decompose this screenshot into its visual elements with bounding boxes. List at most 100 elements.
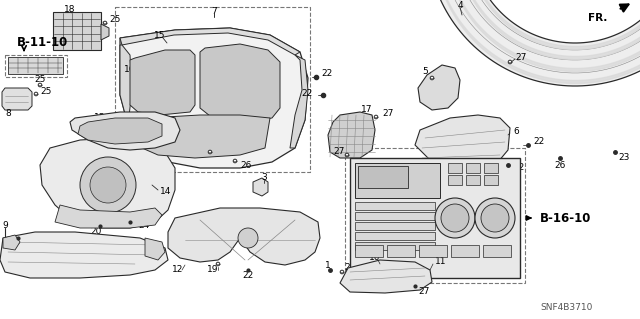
Polygon shape xyxy=(40,138,175,228)
Circle shape xyxy=(340,270,344,274)
Text: 22: 22 xyxy=(513,164,524,173)
Text: 9: 9 xyxy=(2,220,8,229)
Circle shape xyxy=(481,204,509,232)
Polygon shape xyxy=(120,28,300,55)
Polygon shape xyxy=(101,24,109,40)
Text: 5: 5 xyxy=(422,68,428,77)
Bar xyxy=(448,175,462,185)
Polygon shape xyxy=(130,50,195,115)
Bar xyxy=(466,175,480,185)
Bar xyxy=(466,163,480,173)
Text: 2: 2 xyxy=(344,263,349,271)
Polygon shape xyxy=(3,235,20,250)
Circle shape xyxy=(103,21,107,25)
Bar xyxy=(355,245,383,257)
Text: 25: 25 xyxy=(35,76,45,85)
Circle shape xyxy=(38,83,42,87)
Polygon shape xyxy=(145,238,165,260)
Text: B-16-10: B-16-10 xyxy=(540,211,591,225)
Text: 6: 6 xyxy=(513,128,519,137)
Text: 4: 4 xyxy=(457,1,463,10)
Bar xyxy=(419,245,447,257)
Text: 21: 21 xyxy=(215,144,227,152)
Polygon shape xyxy=(350,158,520,278)
Circle shape xyxy=(80,157,136,213)
Bar xyxy=(355,232,435,240)
Text: 25: 25 xyxy=(40,86,51,95)
Circle shape xyxy=(430,76,434,80)
Polygon shape xyxy=(418,65,460,110)
Bar xyxy=(483,245,511,257)
Text: FR.: FR. xyxy=(588,13,608,23)
Text: 27: 27 xyxy=(418,287,429,296)
Circle shape xyxy=(90,167,126,203)
Text: 11: 11 xyxy=(435,257,447,266)
Text: 7: 7 xyxy=(211,6,217,16)
Bar xyxy=(484,163,498,173)
Bar xyxy=(345,148,525,283)
Polygon shape xyxy=(340,260,432,293)
Text: B-11-10: B-11-10 xyxy=(17,35,68,48)
Bar xyxy=(448,163,462,173)
Polygon shape xyxy=(415,115,510,168)
Text: 27: 27 xyxy=(382,108,394,117)
Text: 14: 14 xyxy=(160,188,172,197)
Text: SNF4B3710: SNF4B3710 xyxy=(541,303,593,313)
Text: 22: 22 xyxy=(533,137,544,146)
Text: 12: 12 xyxy=(172,265,184,275)
Bar xyxy=(355,163,440,198)
Circle shape xyxy=(208,150,212,154)
Circle shape xyxy=(345,153,349,157)
Circle shape xyxy=(374,115,378,119)
Circle shape xyxy=(475,198,515,238)
Circle shape xyxy=(34,92,38,96)
Text: 13: 13 xyxy=(94,114,106,122)
Polygon shape xyxy=(328,112,375,158)
Text: 25: 25 xyxy=(109,14,120,24)
Polygon shape xyxy=(53,12,101,50)
Text: 27: 27 xyxy=(333,147,345,157)
Text: 18: 18 xyxy=(64,4,76,13)
Text: 3: 3 xyxy=(261,174,267,182)
Polygon shape xyxy=(55,205,162,228)
Text: 20: 20 xyxy=(90,226,102,235)
Text: 22: 22 xyxy=(301,88,313,98)
Circle shape xyxy=(441,204,469,232)
Polygon shape xyxy=(431,0,640,86)
Text: 26: 26 xyxy=(554,160,566,169)
Polygon shape xyxy=(120,45,132,125)
Circle shape xyxy=(435,198,475,238)
Polygon shape xyxy=(168,208,320,265)
Text: 22: 22 xyxy=(10,238,20,247)
Bar xyxy=(387,245,415,257)
Bar xyxy=(355,212,435,220)
Polygon shape xyxy=(142,115,270,158)
Bar xyxy=(355,202,435,210)
Text: 16: 16 xyxy=(124,65,136,75)
Circle shape xyxy=(216,262,220,266)
Polygon shape xyxy=(253,178,268,196)
Bar xyxy=(451,245,479,257)
Text: 10: 10 xyxy=(369,254,381,263)
Text: 22: 22 xyxy=(243,271,253,280)
Circle shape xyxy=(508,60,512,64)
Bar xyxy=(355,222,435,230)
Polygon shape xyxy=(290,55,308,148)
Polygon shape xyxy=(0,232,168,278)
Polygon shape xyxy=(200,44,280,122)
Bar xyxy=(115,7,310,172)
Text: 17: 17 xyxy=(361,106,372,115)
Polygon shape xyxy=(120,28,308,168)
Text: 19: 19 xyxy=(207,265,219,275)
Polygon shape xyxy=(78,118,162,144)
Polygon shape xyxy=(8,57,63,74)
Text: 8: 8 xyxy=(5,109,11,118)
Bar xyxy=(5,55,67,77)
Circle shape xyxy=(238,228,258,248)
Bar xyxy=(358,166,408,188)
Polygon shape xyxy=(2,88,32,110)
Polygon shape xyxy=(70,112,180,150)
Text: 27: 27 xyxy=(515,53,526,62)
Bar xyxy=(355,242,435,250)
Text: 1: 1 xyxy=(325,261,331,270)
